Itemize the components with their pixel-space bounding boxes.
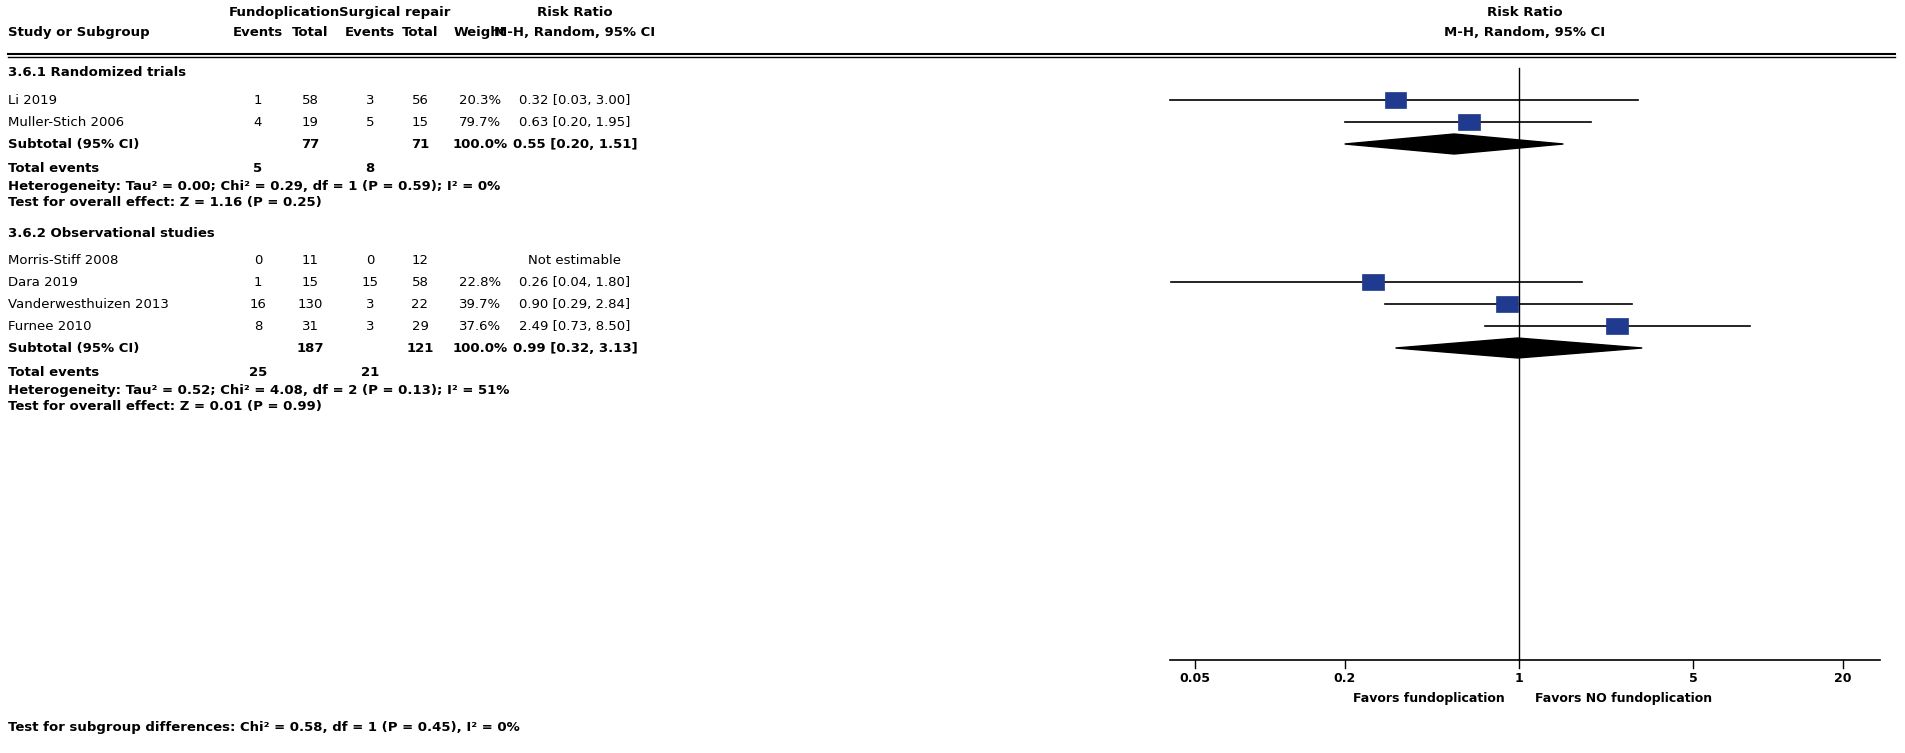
Text: 29: 29	[411, 319, 429, 333]
Text: 56: 56	[411, 93, 429, 106]
Bar	[1457, 114, 1480, 130]
Text: 3.6.1 Randomized trials: 3.6.1 Randomized trials	[8, 66, 187, 78]
Bar	[1606, 318, 1629, 334]
Text: Not estimable: Not estimable	[528, 254, 621, 267]
Text: 77: 77	[301, 138, 320, 151]
Text: 0.32 [0.03, 3.00]: 0.32 [0.03, 3.00]	[520, 93, 631, 106]
Text: Events: Events	[345, 26, 394, 38]
Text: Dara 2019: Dara 2019	[8, 276, 78, 288]
Text: 2.49 [0.73, 8.50]: 2.49 [0.73, 8.50]	[520, 319, 631, 333]
Text: 3.6.2 Observational studies: 3.6.2 Observational studies	[8, 227, 215, 239]
Text: Heterogeneity: Tau² = 0.52; Chi² = 4.08, df = 2 (P = 0.13); I² = 51%: Heterogeneity: Tau² = 0.52; Chi² = 4.08,…	[8, 383, 509, 397]
Text: 0.63 [0.20, 1.95]: 0.63 [0.20, 1.95]	[520, 115, 631, 129]
Text: 71: 71	[411, 138, 429, 151]
Text: M-H, Random, 95% CI: M-H, Random, 95% CI	[1444, 26, 1606, 38]
Text: Total events: Total events	[8, 161, 99, 175]
Text: 0: 0	[253, 254, 263, 267]
Text: 58: 58	[411, 276, 429, 288]
Text: 0: 0	[366, 254, 373, 267]
Text: 0.05: 0.05	[1179, 672, 1210, 685]
Text: 22: 22	[411, 297, 429, 310]
Text: Test for overall effect: Z = 0.01 (P = 0.99): Test for overall effect: Z = 0.01 (P = 0…	[8, 400, 322, 413]
Text: 100.0%: 100.0%	[453, 342, 507, 355]
Text: Favors fundoplication: Favors fundoplication	[1353, 692, 1505, 705]
Text: 37.6%: 37.6%	[459, 319, 501, 333]
Text: 22.8%: 22.8%	[459, 276, 501, 288]
Text: 21: 21	[360, 365, 379, 379]
Text: 0.55 [0.20, 1.51]: 0.55 [0.20, 1.51]	[512, 138, 638, 151]
Text: Risk Ratio: Risk Ratio	[537, 5, 613, 19]
Text: 79.7%: 79.7%	[459, 115, 501, 129]
Text: Morris-Stiff 2008: Morris-Stiff 2008	[8, 254, 118, 267]
Text: 15: 15	[301, 276, 318, 288]
Text: Subtotal (95% CI): Subtotal (95% CI)	[8, 342, 139, 355]
Text: Heterogeneity: Tau² = 0.00; Chi² = 0.29, df = 1 (P = 0.59); I² = 0%: Heterogeneity: Tau² = 0.00; Chi² = 0.29,…	[8, 179, 501, 193]
Text: 58: 58	[301, 93, 318, 106]
Text: 0.2: 0.2	[1334, 672, 1356, 685]
Text: Vanderwesthuizen 2013: Vanderwesthuizen 2013	[8, 297, 170, 310]
Text: 11: 11	[301, 254, 318, 267]
Text: Risk Ratio: Risk Ratio	[1488, 5, 1562, 19]
Text: Li 2019: Li 2019	[8, 93, 57, 106]
Text: 130: 130	[297, 297, 322, 310]
Bar	[1495, 296, 1518, 312]
Text: Furnee 2010: Furnee 2010	[8, 319, 91, 333]
Text: Events: Events	[232, 26, 284, 38]
Text: 0.90 [0.29, 2.84]: 0.90 [0.29, 2.84]	[520, 297, 631, 310]
Text: M-H, Random, 95% CI: M-H, Random, 95% CI	[495, 26, 655, 38]
Text: 20: 20	[1835, 672, 1852, 685]
Text: 187: 187	[297, 342, 324, 355]
Text: 15: 15	[362, 276, 379, 288]
Text: Weight: Weight	[453, 26, 507, 38]
Text: 121: 121	[406, 342, 434, 355]
Text: 15: 15	[411, 115, 429, 129]
Polygon shape	[1396, 338, 1642, 358]
Polygon shape	[1345, 134, 1564, 154]
Text: Subtotal (95% CI): Subtotal (95% CI)	[8, 138, 139, 151]
Text: 31: 31	[301, 319, 318, 333]
Text: 16: 16	[250, 297, 267, 310]
Text: 1: 1	[253, 276, 263, 288]
Text: 39.7%: 39.7%	[459, 297, 501, 310]
Text: Test for overall effect: Z = 1.16 (P = 0.25): Test for overall effect: Z = 1.16 (P = 0…	[8, 196, 322, 209]
Text: Surgical repair: Surgical repair	[339, 5, 451, 19]
Text: 3: 3	[366, 93, 373, 106]
Text: Muller-Stich 2006: Muller-Stich 2006	[8, 115, 124, 129]
Text: 0.26 [0.04, 1.80]: 0.26 [0.04, 1.80]	[520, 276, 631, 288]
Text: 25: 25	[250, 365, 267, 379]
Text: 4: 4	[253, 115, 263, 129]
Text: 1: 1	[1514, 672, 1524, 685]
Text: 20.3%: 20.3%	[459, 93, 501, 106]
Text: Total: Total	[402, 26, 438, 38]
Text: 3: 3	[366, 319, 373, 333]
Text: Total events: Total events	[8, 365, 99, 379]
Bar	[1385, 93, 1406, 108]
Text: Study or Subgroup: Study or Subgroup	[8, 26, 150, 38]
Text: 8: 8	[366, 161, 375, 175]
Text: 3: 3	[366, 297, 373, 310]
Text: 0.99 [0.32, 3.13]: 0.99 [0.32, 3.13]	[512, 342, 638, 355]
Text: Fundoplication: Fundoplication	[229, 5, 339, 19]
Text: 19: 19	[301, 115, 318, 129]
Text: 5: 5	[253, 161, 263, 175]
Text: 12: 12	[411, 254, 429, 267]
Text: 1: 1	[253, 93, 263, 106]
Bar	[1362, 274, 1383, 290]
Text: 5: 5	[366, 115, 373, 129]
Text: 5: 5	[1688, 672, 1697, 685]
Text: 100.0%: 100.0%	[453, 138, 507, 151]
Text: Test for subgroup differences: Chi² = 0.58, df = 1 (P = 0.45), I² = 0%: Test for subgroup differences: Chi² = 0.…	[8, 721, 520, 734]
Text: Favors NO fundoplication: Favors NO fundoplication	[1535, 692, 1713, 705]
Text: Total: Total	[291, 26, 328, 38]
Text: 8: 8	[253, 319, 263, 333]
